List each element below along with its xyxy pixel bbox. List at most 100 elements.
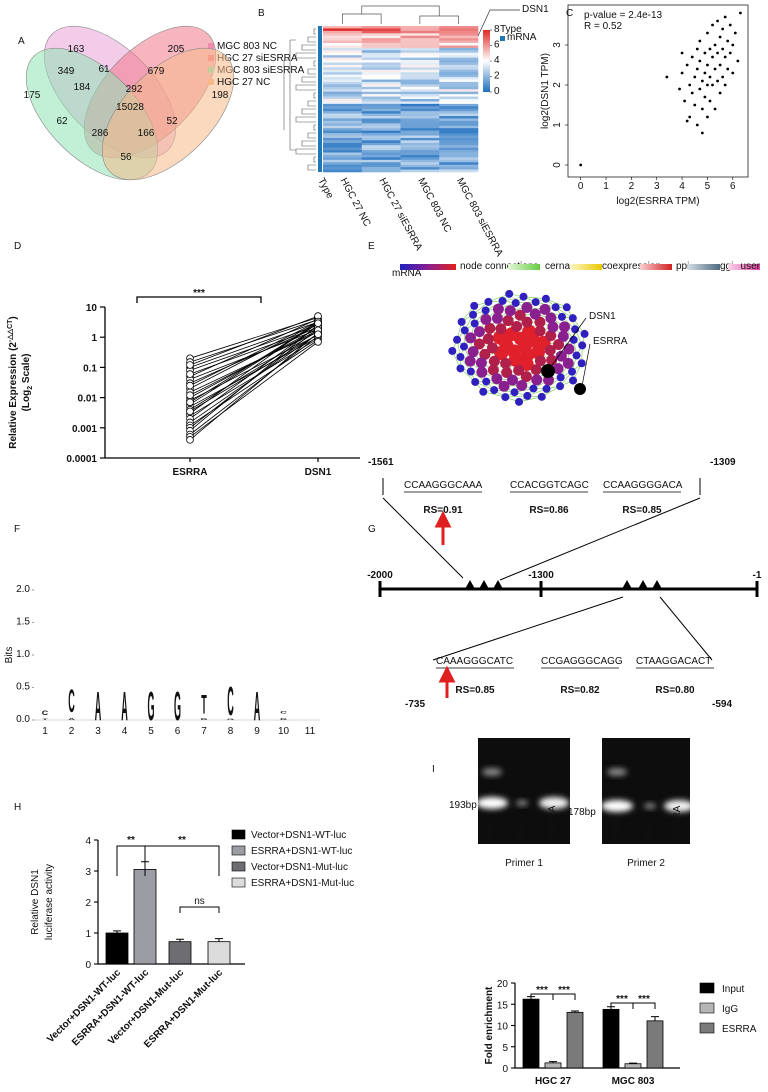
lane-label: ESRRA	[672, 805, 683, 840]
heatmap-cell	[361, 123, 401, 127]
point	[711, 55, 714, 59]
network-node	[571, 325, 580, 334]
pair-line	[189, 321, 319, 386]
heatmap-cell	[361, 55, 401, 58]
heatmap-cell	[323, 118, 363, 122]
heatmap-cell	[439, 26, 479, 29]
pair-line	[189, 329, 319, 380]
legend-label: node connections	[460, 261, 538, 272]
heatmap-cell	[439, 128, 479, 131]
heatmap-cell	[400, 120, 440, 124]
legend-label: ppi	[676, 261, 689, 272]
network-node	[514, 309, 526, 321]
heatmap-cell	[361, 62, 401, 66]
gel-band	[664, 800, 694, 812]
y-axis-label: Relative DSN1	[30, 869, 41, 935]
heatmap-cell	[361, 152, 401, 156]
heatmap-cell	[323, 69, 363, 73]
error-bar	[215, 938, 223, 942]
heatmap-cell	[439, 118, 479, 122]
y-axis-label: luciferase activity	[44, 864, 55, 940]
heatmap-cell	[361, 52, 401, 56]
network-node	[529, 308, 541, 320]
point	[703, 51, 707, 55]
network-node	[456, 364, 465, 373]
point	[711, 83, 714, 87]
bar	[105, 932, 129, 965]
heatmap-cell	[361, 128, 401, 131]
position-label: -2000	[367, 570, 393, 581]
heatmap-cell	[439, 101, 479, 105]
lane-label: Input	[610, 818, 621, 840]
site-marker	[652, 580, 662, 589]
heatmap-cell	[361, 162, 401, 165]
heatmap-cell	[323, 103, 363, 107]
heatmap-cell	[400, 159, 440, 163]
heatmap-cell	[361, 99, 401, 102]
heatmap-cell	[323, 140, 363, 144]
point	[685, 63, 689, 67]
legend-label: cerna	[545, 261, 570, 272]
x-axis-label: log2(ESRRA TPM)	[616, 196, 699, 207]
heatmap-cell	[439, 106, 479, 110]
pair-line	[189, 328, 319, 429]
point	[726, 67, 730, 71]
network-node	[545, 312, 557, 324]
network-node	[577, 359, 586, 368]
error-bar	[629, 1062, 637, 1064]
network-node	[574, 383, 586, 395]
heatmap-cell	[439, 28, 479, 32]
network-node	[519, 292, 528, 301]
bar	[646, 1020, 664, 1069]
heatmap-cell	[400, 133, 440, 136]
legend-label: Vector+DSN1-WT-luc	[251, 830, 346, 841]
y-axis-label: Bits	[4, 647, 15, 664]
motif-letter: C	[280, 711, 287, 714]
heatmap-cell	[361, 96, 401, 100]
heatmap-cell	[323, 113, 363, 117]
colorbar-label: 2	[494, 71, 500, 82]
network-node	[492, 330, 507, 345]
network-node	[521, 301, 533, 313]
site-score: RS=0.85	[455, 685, 495, 696]
site-score: RS=0.86	[529, 505, 569, 516]
pair-line	[189, 332, 319, 441]
significance: **	[178, 835, 186, 846]
network-node	[542, 384, 551, 393]
heatmap-cell	[323, 157, 363, 161]
y-axis-label-part: Relative Expression (2	[8, 342, 19, 449]
heatmap-cell	[361, 64, 401, 68]
network-node	[487, 364, 499, 376]
venn-count: 61	[98, 64, 110, 75]
network-node	[529, 384, 538, 393]
heatmap-cell	[361, 111, 401, 114]
band-size: 193bp	[449, 800, 477, 811]
heatmap-cell	[439, 91, 479, 95]
heatmap-cell	[361, 118, 401, 122]
point	[738, 11, 742, 15]
y-tick-label: 2.0	[16, 584, 30, 595]
network-node	[534, 355, 546, 367]
network-node	[544, 344, 556, 356]
node-label: ESRRA	[593, 336, 628, 347]
heatmap-cell	[439, 89, 479, 92]
network-node	[501, 393, 510, 402]
network-node	[541, 364, 555, 378]
heatmap-cell	[439, 99, 479, 102]
column-label: MGC 803 siESRRA	[454, 176, 505, 258]
heatmap-cell	[400, 89, 440, 92]
heatmap-cell	[439, 81, 479, 85]
point	[708, 75, 712, 79]
heatmap-cell	[361, 81, 401, 85]
site-sequence: CCAAGGGCAAA	[404, 480, 483, 491]
heatmap-cell	[323, 84, 363, 88]
heatmap-cell	[439, 140, 479, 144]
network-node	[534, 325, 546, 337]
primer-label: Primer 1	[505, 858, 543, 869]
y-tick-label: 5	[502, 1043, 508, 1054]
heatmap-cell	[439, 113, 479, 117]
y-tick-label: 0.001	[72, 424, 97, 435]
network-node	[545, 330, 557, 342]
motif-letter: A	[95, 684, 102, 730]
heatmap-cell	[400, 116, 440, 119]
